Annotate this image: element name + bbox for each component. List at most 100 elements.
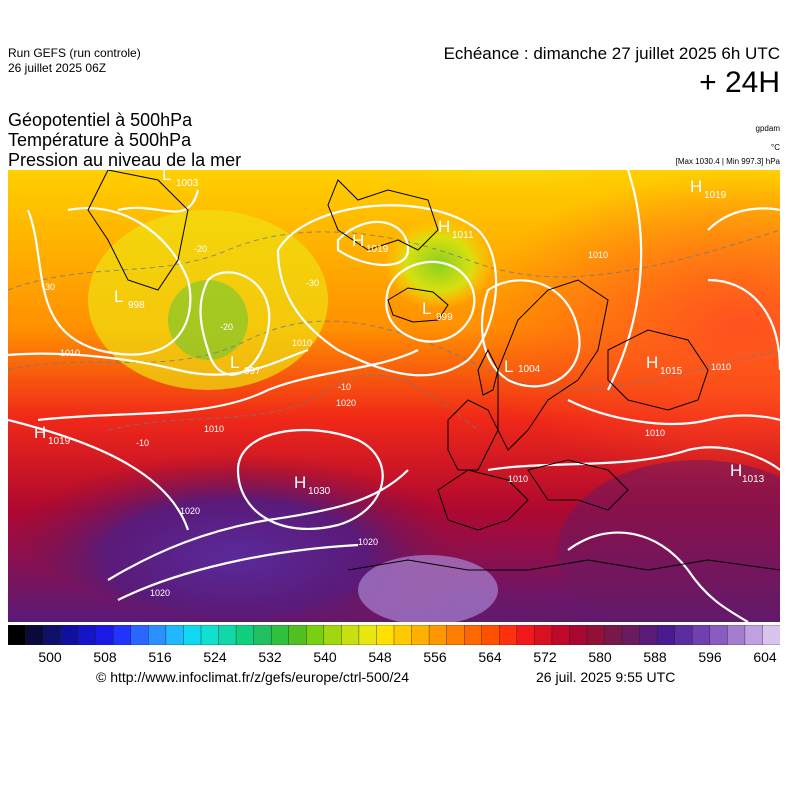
colorbar-swatch bbox=[411, 625, 430, 645]
colorbar-tick: 548 bbox=[368, 649, 392, 665]
colorbar-swatch bbox=[358, 625, 378, 645]
colorbar-swatch bbox=[516, 625, 536, 645]
isobar-label: 1010 bbox=[60, 348, 80, 358]
colorbar-swatch bbox=[534, 625, 553, 645]
colorbar-swatch bbox=[692, 625, 711, 645]
forecast-valid-time: Echéance : dimanche 27 juillet 2025 6h U… bbox=[443, 44, 780, 63]
isobars bbox=[8, 170, 780, 622]
colorbar-swatch bbox=[323, 625, 343, 645]
colorbar-swatch bbox=[604, 625, 623, 645]
pressure-center-type: L bbox=[162, 170, 171, 184]
pressure-centers: L 1003 H 1019 H 1011 L 999 H 1019 L 998 … bbox=[34, 170, 765, 497]
colorbar-tick: 508 bbox=[93, 649, 117, 665]
colorbar-tick: 532 bbox=[258, 649, 282, 665]
pressure-center-value: 999 bbox=[436, 312, 453, 323]
colorbar-swatch bbox=[393, 625, 413, 645]
pressure-center-type: H bbox=[34, 423, 46, 442]
colorbar-tick: 556 bbox=[423, 649, 447, 665]
pressure-center-type: L bbox=[504, 357, 513, 376]
colorbar-swatch bbox=[200, 625, 220, 645]
colorbar-swatch bbox=[428, 625, 448, 645]
pressure-center-type: L bbox=[422, 299, 431, 318]
isobar-label: 1010 bbox=[508, 474, 528, 484]
lead-time: + 24H bbox=[699, 66, 780, 99]
colorbar-swatch bbox=[621, 625, 641, 645]
colorbar-tick: 580 bbox=[588, 649, 612, 665]
isobar-label: 1010 bbox=[292, 338, 312, 348]
copyright-link[interactable]: © http://www.infoclimat.fr/z/gefs/europe… bbox=[96, 669, 410, 685]
colorbar-tick: 596 bbox=[698, 649, 722, 665]
colorbar-swatch bbox=[463, 625, 483, 645]
isobar-labels: 1010 1010 1020 1010 1020 1020 1010 1010 … bbox=[60, 250, 731, 598]
unit-geopotential: gpdam bbox=[755, 124, 780, 133]
isobar-label: 1010 bbox=[711, 362, 731, 372]
colorbar-swatch bbox=[551, 625, 571, 645]
colorbar bbox=[8, 625, 780, 645]
colorbar-swatch bbox=[235, 625, 255, 645]
isobar-label: 1020 bbox=[358, 537, 378, 547]
generation-timestamp: 26 juil. 2025 9:55 UTC bbox=[536, 669, 676, 685]
colorbar-swatch bbox=[674, 625, 693, 645]
pressure-center-value: 998 bbox=[128, 300, 145, 311]
colorbar-swatch bbox=[341, 625, 360, 645]
colorbar-swatch bbox=[130, 625, 150, 645]
isotherm-label: -10 bbox=[338, 382, 351, 392]
pressure-center-value: 1030 bbox=[308, 486, 331, 497]
geopotential-field bbox=[8, 170, 780, 622]
colorbar-tick: 516 bbox=[148, 649, 172, 665]
colorbar-swatch bbox=[183, 625, 202, 645]
pressure-center-type: H bbox=[352, 231, 364, 250]
colorbar-swatch bbox=[218, 625, 237, 645]
colorbar-swatch bbox=[165, 625, 185, 645]
colorbar-swatch bbox=[113, 625, 132, 645]
colorbar-tick: 540 bbox=[313, 649, 337, 665]
colorbar-swatch bbox=[60, 625, 79, 645]
pressure-center-value: 1011 bbox=[452, 230, 474, 241]
run-title: Run GEFS (run controle) bbox=[8, 46, 141, 60]
colorbar-tick: 524 bbox=[203, 649, 227, 665]
pressure-center-value: 1013 bbox=[742, 474, 765, 485]
colorbar-swatch bbox=[446, 625, 465, 645]
coastlines bbox=[87, 170, 780, 571]
colorbar-swatch bbox=[586, 625, 606, 645]
colorbar-tick: 500 bbox=[38, 649, 62, 665]
colorbar-swatch bbox=[744, 625, 764, 645]
isotherm-label: -30 bbox=[42, 282, 55, 292]
pressure-center-value: 1019 bbox=[48, 436, 71, 447]
title-geopotential: Géopotentiel à 500hPa bbox=[8, 110, 193, 130]
colorbar-swatch bbox=[762, 625, 780, 645]
isotherm-label: -20 bbox=[194, 244, 207, 254]
colorbar-swatch bbox=[95, 625, 114, 645]
colorbar-swatch bbox=[376, 625, 395, 645]
pressure-center-type: H bbox=[690, 177, 702, 196]
colorbar-swatch bbox=[569, 625, 588, 645]
colorbar-swatch bbox=[25, 625, 44, 645]
title-pressure: Pression au niveau de la mer bbox=[8, 150, 242, 170]
forecast-map: L 1003 H 1019 H 1011 L 999 H 1019 L 998 … bbox=[8, 170, 780, 622]
colorbar-swatch bbox=[253, 625, 272, 645]
pressure-center-value: 1004 bbox=[518, 364, 541, 375]
colorbar-swatch bbox=[270, 625, 290, 645]
colorbar-swatch bbox=[639, 625, 658, 645]
pressure-center-value: 1015 bbox=[660, 366, 683, 377]
isobar-label: 1020 bbox=[180, 506, 200, 516]
isobar-label: 1010 bbox=[588, 250, 608, 260]
temperature-isotherms bbox=[8, 229, 780, 431]
run-date: 26 juillet 2025 06Z bbox=[8, 61, 107, 75]
pressure-center-type: H bbox=[294, 473, 306, 492]
pressure-center-type: H bbox=[730, 461, 742, 480]
pressure-center-value: 1019 bbox=[704, 190, 727, 201]
colorbar-tick: 588 bbox=[643, 649, 667, 665]
isotherm-labels: -30 -20 -20 -30 -10 -10 bbox=[42, 244, 351, 448]
pressure-center-type: H bbox=[646, 353, 658, 372]
pressure-center-type: L bbox=[230, 353, 239, 372]
isobar-label: 1010 bbox=[204, 424, 224, 434]
pressure-center-value: 997 bbox=[244, 366, 261, 377]
pressure-center-type: L bbox=[114, 287, 123, 306]
colorbar-swatch bbox=[709, 625, 729, 645]
colorbar-tick: 572 bbox=[533, 649, 557, 665]
colorbar-swatch bbox=[148, 625, 167, 645]
colorbar-swatch bbox=[656, 625, 676, 645]
colorbar-swatch bbox=[42, 625, 62, 645]
isotherm-label: -30 bbox=[306, 278, 319, 288]
